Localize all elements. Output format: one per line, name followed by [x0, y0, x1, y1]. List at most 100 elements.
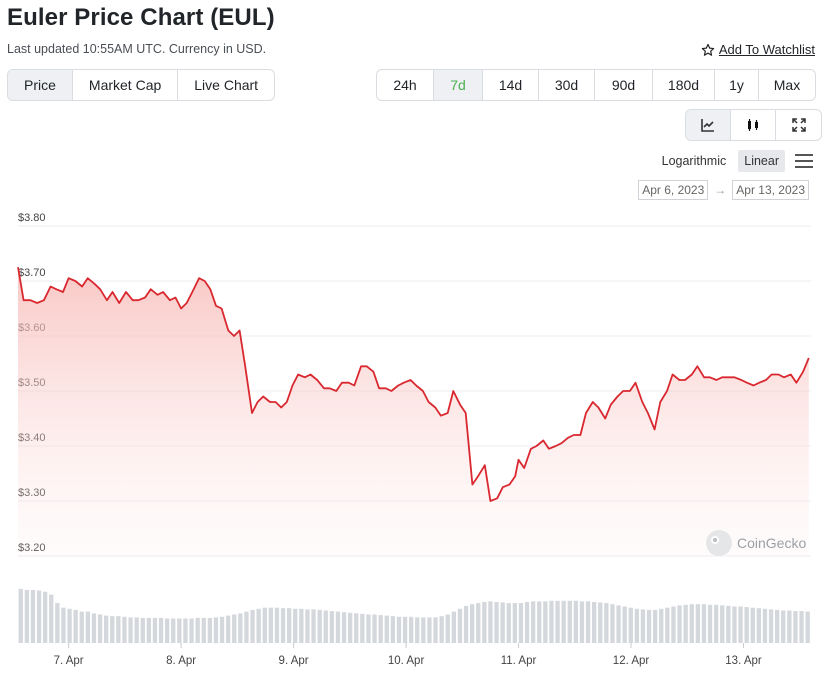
candlestick-chart-button[interactable] — [731, 110, 776, 140]
volume-bar — [152, 617, 158, 643]
volume-bar — [427, 617, 432, 644]
volume-bar — [49, 594, 54, 643]
volume-bar — [158, 617, 164, 643]
date-from-input[interactable]: Apr 6, 2023 — [638, 180, 709, 200]
volume-bar — [701, 604, 707, 643]
volume-bar — [317, 609, 322, 643]
volume-bar — [274, 607, 280, 643]
range-90d[interactable]: 90d — [595, 70, 653, 100]
volume-bar — [390, 616, 395, 643]
volume-bar — [695, 604, 700, 643]
range-14d[interactable]: 14d — [483, 70, 539, 100]
range-7d[interactable]: 7d — [434, 70, 483, 100]
volume-bar — [433, 617, 438, 644]
chart-menu-icon[interactable] — [795, 154, 813, 168]
volume-bar — [207, 617, 212, 643]
volume-bar — [506, 603, 511, 643]
tab-live-chart[interactable]: Live Chart — [194, 77, 259, 93]
tab-price[interactable]: Price — [8, 70, 73, 100]
tab-market-cap[interactable]: Market Cap — [73, 70, 179, 100]
volume-bar — [494, 602, 499, 643]
volume-bar — [262, 607, 267, 643]
volume-bar — [592, 602, 597, 643]
volume-bar — [18, 588, 23, 643]
date-to-input[interactable]: Apr 13, 2023 — [732, 180, 809, 200]
scale-logarithmic[interactable]: Logarithmic — [661, 154, 727, 168]
volume-bar — [104, 615, 109, 643]
watchlist-label: Add To Watchlist — [718, 42, 815, 57]
range-max[interactable]: Max — [773, 77, 801, 93]
volume-bar — [378, 615, 383, 643]
volume-bar — [354, 613, 359, 643]
volume-bar — [793, 611, 798, 643]
volume-bar — [585, 601, 591, 643]
volume-bar — [85, 611, 90, 643]
volume-bar — [799, 611, 804, 643]
volume-bar — [250, 609, 255, 643]
candlestick-icon — [748, 119, 758, 131]
volume-bar — [622, 606, 627, 643]
volume-bar — [714, 604, 719, 643]
line-chart-button[interactable] — [686, 110, 731, 140]
volume-bar — [805, 611, 810, 643]
volume-bar — [396, 616, 402, 643]
x-tick-label: 8. Apr — [166, 655, 196, 667]
line-chart-icon — [701, 119, 714, 132]
volume-bar — [366, 614, 371, 643]
volume-bar — [720, 605, 725, 643]
volume-bar — [421, 617, 426, 644]
range-1y[interactable]: 1y — [715, 70, 759, 100]
volume-bar — [67, 608, 72, 643]
price-chart[interactable]: $3.80$3.70$3.60$3.50$3.40$3.30$3.20 Coin… — [0, 210, 829, 676]
volume-bar — [732, 606, 737, 643]
chart-tabs: Price Market Cap Live Chart — [7, 69, 276, 101]
volume-bar — [402, 616, 408, 643]
range-180d[interactable]: 180d — [653, 70, 715, 100]
volume-bar — [555, 600, 560, 643]
volume-bar — [372, 614, 377, 643]
fullscreen-button[interactable] — [776, 110, 821, 140]
scale-linear[interactable]: Linear — [738, 150, 785, 172]
add-to-watchlist-link[interactable]: Add To Watchlist — [701, 42, 815, 57]
volume-bar — [116, 616, 121, 643]
volume-bar — [598, 602, 603, 643]
volume-bar — [305, 609, 310, 643]
volume-bar — [616, 605, 621, 643]
volume-bar — [360, 613, 365, 643]
volume-bar — [482, 602, 487, 643]
y-tick-label: $3.70 — [18, 267, 46, 279]
price-line — [17, 267, 810, 502]
volume-bar — [518, 603, 524, 643]
volume-bar — [476, 603, 481, 643]
volume-bar — [531, 601, 536, 643]
volume-bar — [232, 614, 237, 643]
volume-bar — [543, 601, 548, 643]
volume-bar — [226, 615, 231, 643]
volume-bar — [97, 614, 103, 643]
volume-bar — [707, 604, 713, 643]
volume-bar — [323, 610, 328, 643]
volume-bar — [311, 609, 316, 643]
volume-bar — [665, 607, 670, 643]
volume-bar — [299, 608, 304, 643]
volume-bar — [463, 605, 469, 643]
range-24h[interactable]: 24h — [377, 70, 434, 100]
volume-bar — [341, 612, 347, 643]
volume-bar — [653, 609, 658, 643]
coingecko-watermark: CoinGecko — [706, 530, 806, 556]
volume-bar — [140, 617, 145, 643]
y-tick-label: $3.80 — [18, 212, 46, 224]
volume-bar — [122, 616, 127, 643]
volume-bar — [775, 609, 780, 643]
volume-bar — [409, 616, 414, 643]
volume-bar — [671, 606, 676, 643]
volume-bar — [128, 617, 133, 644]
volume-bar — [171, 618, 176, 643]
volume-bar — [610, 604, 615, 643]
volume-bar — [726, 605, 731, 643]
range-30d[interactable]: 30d — [539, 70, 595, 100]
volume-bar — [134, 617, 139, 644]
volume-bar — [146, 617, 151, 643]
volume-bar — [201, 617, 206, 643]
volume-bar — [183, 618, 188, 643]
